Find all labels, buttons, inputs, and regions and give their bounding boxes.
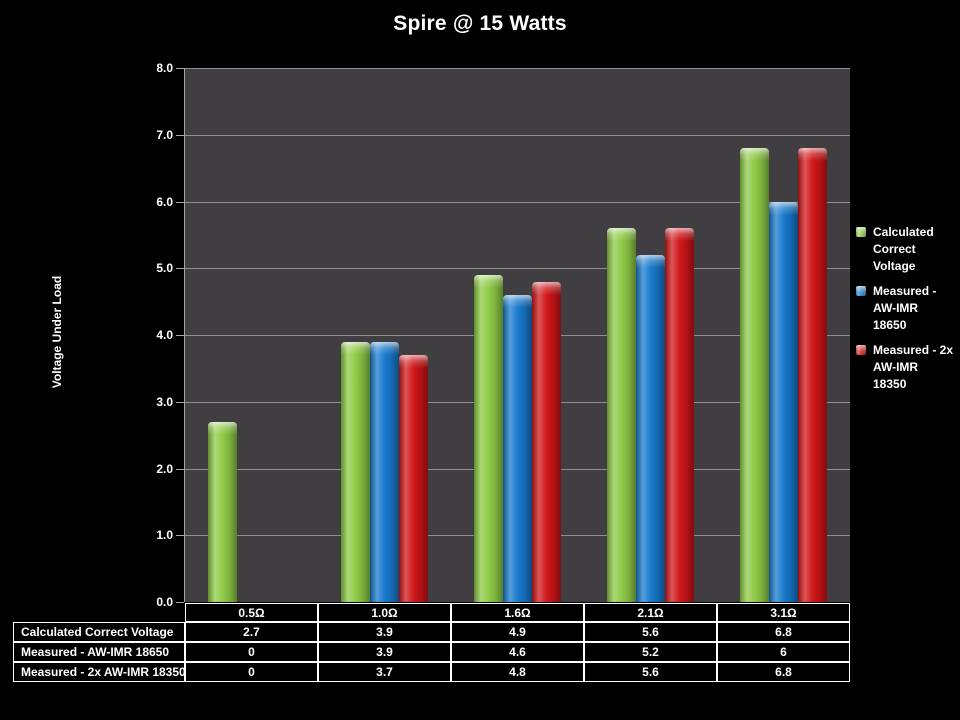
bar <box>607 228 636 602</box>
bar <box>636 254 665 602</box>
y-tick-label: 6.0 <box>156 194 173 209</box>
table-value-cell: 5.2 <box>584 642 717 662</box>
table-value-cell: 4.8 <box>451 662 584 682</box>
gridline <box>185 134 850 136</box>
y-tick-label: 4.0 <box>156 328 173 342</box>
legend-label: Measured - 2x AW-IMR 18350 <box>873 343 954 391</box>
bar-sheen <box>769 201 798 602</box>
y-tick-mark <box>176 602 184 603</box>
bar <box>740 148 769 602</box>
legend-item: Calculated Correct Voltage <box>856 224 960 275</box>
gridline <box>185 201 850 203</box>
bar <box>341 341 370 602</box>
bar <box>399 355 428 602</box>
legend-item: Measured - AW-IMR 18650 <box>856 283 960 334</box>
plot-area <box>184 68 850 602</box>
table-category-cell: 0.5Ω <box>185 603 318 622</box>
gridline <box>185 268 850 270</box>
bar <box>798 148 827 602</box>
legend-marker-icon <box>856 286 866 296</box>
bar-sheen <box>341 341 370 602</box>
legend-marker-sheen <box>856 227 866 237</box>
table-row-header: Measured - AW-IMR 18650 <box>13 642 185 662</box>
table-category-cell: 2.1Ω <box>584 603 717 622</box>
bar-sheen <box>370 341 399 602</box>
y-tick-label: 8.0 <box>156 61 173 75</box>
y-tick-label: 7.0 <box>156 127 173 142</box>
y-tick-mark <box>176 401 184 403</box>
y-tick-label: 0.0 <box>156 595 173 609</box>
legend: Calculated Correct Voltage Measured - AW-IMR… <box>856 224 960 401</box>
y-tick-label: 5.0 <box>156 261 173 276</box>
table-value-cell: 0 <box>185 662 318 682</box>
table-value-cell: 0 <box>185 642 318 662</box>
table-value-cell: 3.9 <box>318 622 451 642</box>
legend-label: Measured - AW-IMR 18650 <box>873 284 937 332</box>
y-tick-label: 2.0 <box>156 461 173 476</box>
bar-sheen <box>665 228 694 602</box>
legend-item: Measured - 2x AW-IMR 18350 <box>856 342 960 393</box>
y-tick-mark <box>176 68 184 69</box>
bar <box>474 274 503 602</box>
y-tick-label: 1.0 <box>156 528 173 543</box>
y-tick-mark <box>176 535 184 537</box>
table-value-cell: 4.6 <box>451 642 584 662</box>
bar-sheen <box>607 228 636 602</box>
table-value-cell: 6.8 <box>717 622 850 642</box>
y-tick-mark <box>176 201 184 203</box>
bar <box>665 228 694 602</box>
y-tick-mark <box>176 268 184 270</box>
gridline <box>185 68 850 69</box>
bar-sheen <box>740 148 769 602</box>
bar-sheen <box>636 254 665 602</box>
legend-marker-icon <box>856 345 866 355</box>
legend-label: Calculated Correct Voltage <box>873 225 934 273</box>
table-category-cell: 3.1Ω <box>717 603 850 622</box>
legend-marker-sheen <box>856 345 866 355</box>
bar <box>769 201 798 602</box>
bar-sheen <box>208 421 237 602</box>
bar <box>532 281 561 602</box>
table-category-cell: 1.6Ω <box>451 603 584 622</box>
table-value-cell: 6 <box>717 642 850 662</box>
table-value-cell: 4.9 <box>451 622 584 642</box>
table-value-cell: 5.6 <box>584 622 717 642</box>
y-axis-title: Voltage Under Load <box>50 275 64 389</box>
table-value-cell: 3.7 <box>318 662 451 682</box>
bar <box>370 341 399 602</box>
table-value-cell: 2.7 <box>185 622 318 642</box>
bar <box>208 421 237 602</box>
legend-marker-icon <box>856 227 866 237</box>
bar-sheen <box>503 294 532 602</box>
y-tick-mark <box>176 335 184 336</box>
legend-marker-sheen <box>856 286 866 296</box>
table-value-cell: 5.6 <box>584 662 717 682</box>
y-tick-mark <box>176 134 184 136</box>
table-value-cell: 6.8 <box>717 662 850 682</box>
y-tick-label: 3.0 <box>156 394 173 409</box>
bar-sheen <box>532 281 561 602</box>
y-tick-mark <box>176 468 184 470</box>
table-row-header: Measured - 2x AW-IMR 18350 <box>13 662 186 682</box>
table-row-header: Calculated Correct Voltage <box>13 622 185 642</box>
bar-sheen <box>798 148 827 602</box>
table-value-cell: 3.9 <box>318 642 451 662</box>
bar-sheen <box>399 355 428 602</box>
chart-title: Spire @ 15 Watts <box>393 12 567 35</box>
table-category-cell: 1.0Ω <box>318 603 451 622</box>
bar-sheen <box>474 274 503 602</box>
bar <box>503 294 532 602</box>
